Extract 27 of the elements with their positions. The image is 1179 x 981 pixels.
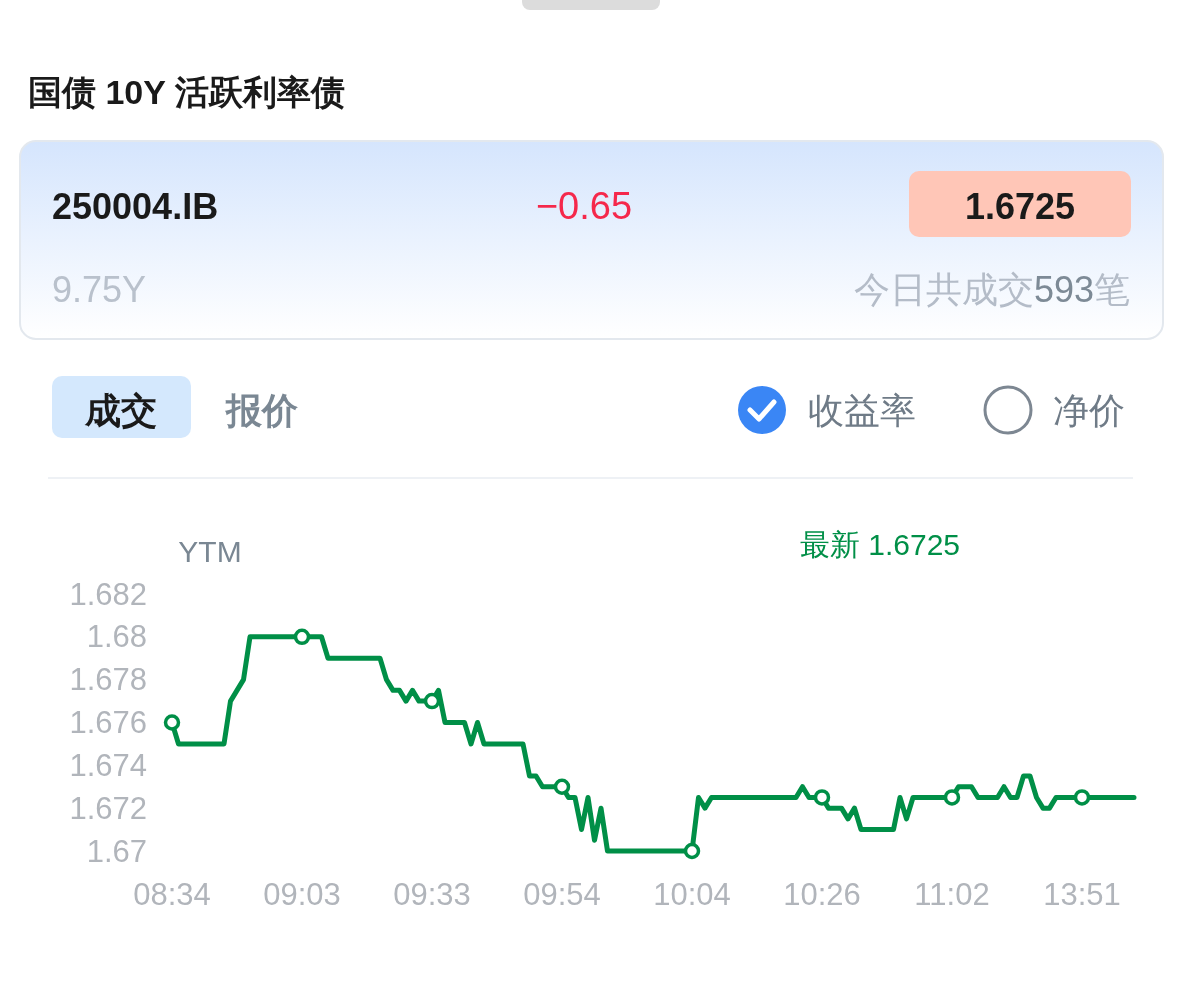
x-tick-label: 09:03: [263, 877, 341, 912]
y-tick-label: 1.672: [69, 790, 147, 826]
x-tick-label: 09:54: [523, 877, 601, 912]
x-tick-label: 11:02: [914, 877, 990, 912]
text: 1.6725: [964, 186, 1076, 227]
text: −0.65: [535, 185, 633, 227]
chart-title: 国债 10Y 活跃利率债: [28, 73, 345, 111]
x-tick-label: 13:51: [1043, 877, 1121, 912]
text: 最新 1.6725: [799, 528, 960, 561]
x-tick-label: 09:33: [393, 877, 471, 912]
y-tick-label: 1.682: [69, 576, 147, 612]
x-tick-label: 10:26: [783, 877, 861, 912]
text: 250004.IB: [52, 186, 219, 227]
y-tick-label: 1.68: [86, 619, 147, 655]
y-tick-label: 1.676: [69, 705, 147, 740]
text: 报价: [224, 390, 298, 431]
y-tick-label: 1.674: [69, 747, 147, 783]
text: 净价: [1053, 390, 1125, 431]
text: 成交: [84, 390, 157, 431]
text: 收益率: [808, 390, 916, 431]
y-tick-label: 1.67: [86, 833, 147, 869]
text: 今日共成交593笔: [853, 269, 1130, 310]
y-axis-title: YTM: [178, 535, 242, 568]
text: 9.75Y: [52, 269, 147, 310]
x-tick-label: 08:34: [133, 877, 211, 912]
y-tick-label: 1.678: [69, 662, 147, 698]
x-tick-label: 10:04: [653, 877, 731, 912]
